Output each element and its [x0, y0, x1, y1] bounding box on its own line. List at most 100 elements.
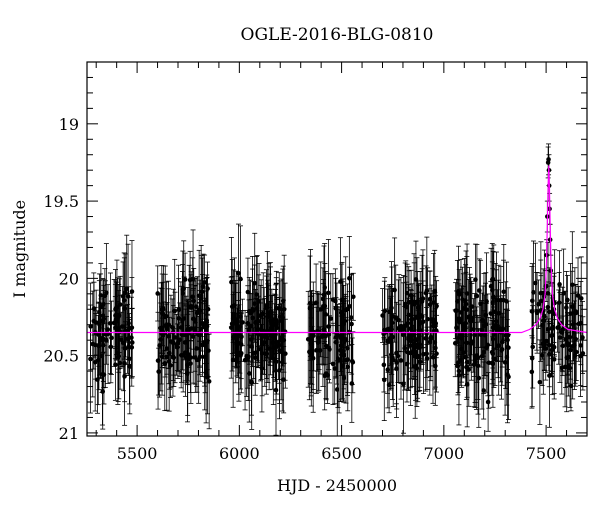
data-point [337, 298, 343, 402]
data-point [308, 290, 314, 397]
data-point [349, 344, 355, 423]
data-point [323, 307, 329, 365]
x-tick-label: 7500 [526, 444, 567, 463]
data-point [381, 337, 387, 393]
data-point [392, 237, 398, 343]
data-point [416, 283, 422, 347]
data-point [205, 340, 211, 415]
data-point [342, 293, 348, 349]
data-point [276, 306, 282, 384]
data-point [258, 284, 264, 347]
data-point [166, 288, 172, 385]
data-point [239, 298, 245, 347]
data-point [557, 250, 563, 319]
data-point [175, 307, 181, 379]
data-point [96, 301, 102, 391]
data-point [395, 279, 401, 361]
data-point [228, 276, 234, 379]
data-point [556, 289, 562, 365]
data-point [190, 288, 196, 350]
data-point [560, 286, 566, 373]
data-point [237, 279, 243, 355]
data-point [325, 239, 331, 347]
y-axis-label: I magnitude [10, 200, 29, 298]
data-point [100, 295, 106, 347]
data-point [530, 305, 536, 389]
data-point [453, 282, 459, 339]
y-tick-label: 20.5 [43, 347, 79, 366]
data-point [413, 315, 419, 366]
data-point [485, 372, 491, 432]
data-point [197, 279, 203, 342]
tick-layer: 5500 6000 6500 7000 7500 19 19.5 20 20.5 21 [43, 62, 588, 463]
x-tick-label: 6500 [321, 444, 362, 463]
data-point [325, 346, 331, 404]
data-point [281, 254, 287, 364]
y-tick-label: 21 [59, 424, 79, 443]
data-point [455, 336, 461, 396]
data-point [469, 282, 475, 331]
data-point [456, 245, 462, 338]
model-layer [87, 165, 588, 334]
data-point [481, 273, 487, 379]
data-point [242, 309, 248, 411]
data-point [159, 265, 165, 354]
y-tick-label: 19 [59, 115, 79, 134]
data-point [108, 300, 114, 375]
data-point [543, 309, 549, 373]
data-point [156, 347, 162, 396]
data-point [499, 312, 505, 386]
data-point [320, 267, 326, 331]
data-point [345, 307, 351, 412]
data-point [534, 272, 540, 354]
data-point [463, 334, 469, 400]
y-tick-label: 20 [59, 269, 79, 288]
data-point [107, 272, 113, 375]
data-point [120, 286, 126, 367]
data-point [128, 296, 134, 379]
data-point [382, 277, 388, 345]
data-point [323, 348, 329, 399]
x-tick-label: 7000 [423, 444, 464, 463]
x-axis-label: HJD - 2450000 [277, 476, 397, 495]
data-point [201, 290, 207, 365]
data-point [162, 273, 168, 378]
data-point [406, 266, 412, 364]
data-point [484, 252, 490, 351]
data-point [501, 259, 507, 341]
data-point [456, 283, 462, 357]
data-point [268, 294, 274, 363]
data-point [322, 243, 328, 332]
data-point [350, 272, 356, 321]
data-point [549, 283, 555, 374]
data-point [192, 285, 198, 372]
data-point [113, 280, 119, 360]
data-point [172, 258, 178, 364]
data-point [476, 328, 482, 428]
data-point [464, 243, 470, 344]
data-point [90, 290, 96, 398]
y-tick-label: 19.5 [43, 192, 79, 211]
data-point [479, 292, 485, 348]
data-point [565, 312, 571, 375]
data-point [571, 300, 577, 390]
data-point [403, 260, 409, 353]
data-layer [87, 143, 586, 437]
data-point [93, 289, 99, 356]
data-point [168, 332, 174, 398]
data-point [461, 258, 467, 360]
data-point [249, 335, 255, 430]
data-point [184, 324, 190, 423]
data-point [381, 280, 387, 379]
data-point [537, 339, 543, 425]
data-point [473, 306, 479, 410]
data-point [419, 268, 425, 365]
chart-title: OGLE-2016-BLG-0810 [241, 25, 434, 45]
data-point [316, 292, 322, 391]
data-point [398, 277, 404, 384]
data-point [103, 243, 109, 343]
data-point [230, 269, 236, 360]
data-point [580, 316, 586, 391]
data-point [126, 286, 132, 361]
